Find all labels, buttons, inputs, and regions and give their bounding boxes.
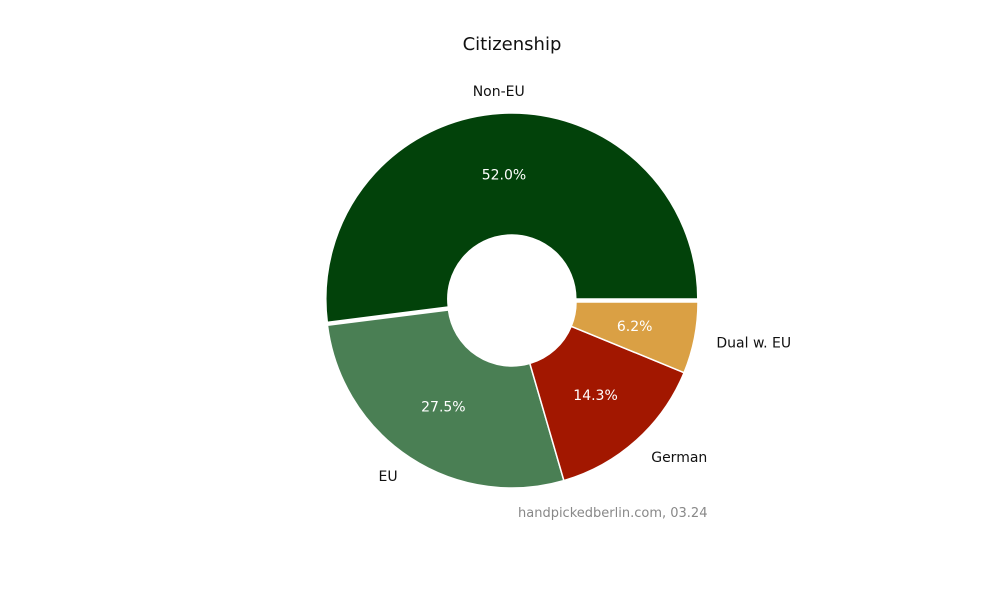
slice-category-label: EU: [379, 469, 398, 485]
slice-percent-label: 14.3%: [573, 388, 617, 404]
slice-percent-label: 6.2%: [617, 319, 653, 335]
slice-category-label: Dual w. EU: [716, 335, 791, 351]
slice-percent-label: 52.0%: [482, 167, 526, 183]
slice-category-label: German: [651, 450, 707, 466]
slice-eu: [326, 309, 565, 489]
source-credit: handpickedberlin.com, 03.24: [518, 506, 707, 521]
donut-slices: [325, 112, 699, 489]
slice-labels: 52.0% Non-EU 27.5% EU 14.3% German 6.2% Dual w.…: [379, 84, 792, 485]
chart-title: Citizenship: [463, 34, 562, 55]
slice-dual-w-eu: [570, 301, 699, 374]
slice-percent-label: 27.5%: [421, 399, 465, 415]
slice-category-label: Non-EU: [473, 84, 525, 100]
slice-non-eu: [325, 112, 699, 324]
slice-german: [528, 325, 686, 482]
